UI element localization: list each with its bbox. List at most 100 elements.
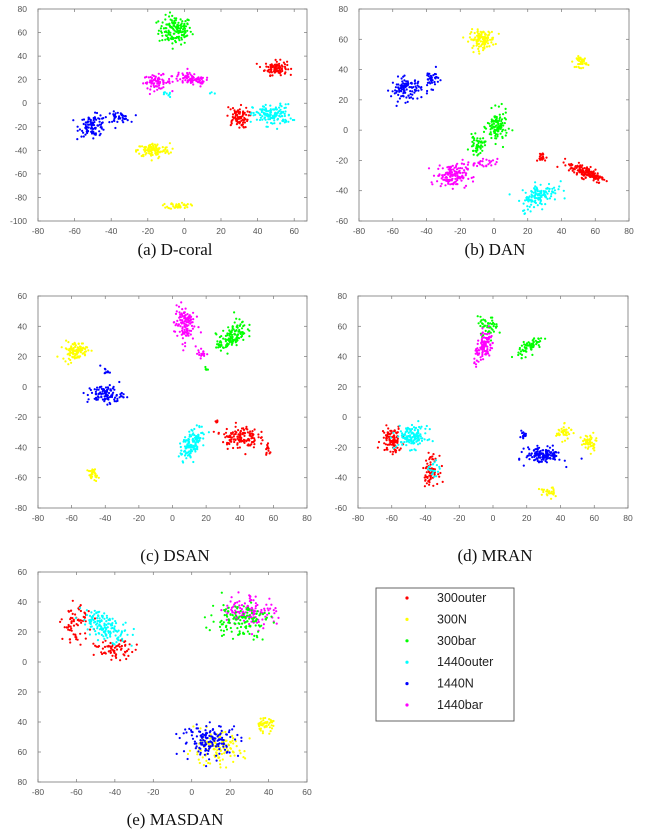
point-300bar <box>220 335 223 338</box>
point-1440bar <box>175 77 178 80</box>
point-300outer <box>67 625 71 628</box>
point-1440bar <box>472 176 475 179</box>
point-300N <box>209 733 212 736</box>
legend-label: 1440outer <box>437 655 493 669</box>
point-1440N <box>99 385 102 389</box>
point-1440N <box>106 370 109 373</box>
point-1440N <box>104 371 107 374</box>
point-1440outer <box>395 445 398 448</box>
point-300bar <box>487 322 490 325</box>
point-300bar <box>186 22 189 25</box>
point-300N <box>261 724 264 727</box>
point-300outer <box>278 62 281 65</box>
point-1440outer <box>114 620 117 623</box>
point-300bar <box>482 137 485 140</box>
point-1440N <box>554 450 557 454</box>
point-300bar <box>248 323 251 326</box>
point-1440bar <box>240 608 243 611</box>
point-300outer <box>584 173 588 176</box>
point-1440bar <box>466 163 469 166</box>
point-300N <box>161 204 164 207</box>
point-1440bar <box>187 321 190 324</box>
point-1440bar <box>142 82 145 85</box>
point-1440N <box>208 747 211 750</box>
point-300bar <box>234 618 237 621</box>
point-300N <box>467 40 470 43</box>
point-300bar <box>475 150 478 153</box>
point-1440bar <box>485 165 488 168</box>
point-300outer <box>387 427 390 430</box>
point-1440outer <box>89 620 93 623</box>
point-300N <box>220 752 223 756</box>
point-1440outer <box>208 92 212 95</box>
point-1440bar <box>445 179 449 182</box>
point-300N <box>150 153 154 156</box>
point-300bar <box>235 338 238 341</box>
point-300N <box>475 44 478 47</box>
point-300bar <box>238 328 241 332</box>
point-1440N <box>104 116 107 119</box>
point-300bar <box>234 611 237 614</box>
point-300outer <box>237 429 240 432</box>
point-300bar <box>248 329 251 332</box>
point-300N <box>75 348 78 351</box>
point-300bar <box>238 630 241 633</box>
point-1440N <box>520 450 523 454</box>
point-1440bar <box>186 71 189 75</box>
point-1440outer <box>438 465 441 468</box>
point-300bar <box>250 601 253 604</box>
point-1440N <box>410 86 413 89</box>
point-300N <box>558 429 561 432</box>
point-1440N <box>433 80 436 84</box>
point-1440outer <box>182 440 185 443</box>
point-1440outer <box>273 122 276 125</box>
point-300bar <box>482 130 486 133</box>
point-300bar <box>234 614 237 617</box>
point-1440bar <box>152 84 155 87</box>
point-300outer <box>250 443 253 446</box>
point-1440N <box>89 388 92 392</box>
point-300bar <box>507 127 510 130</box>
point-300N <box>183 203 186 206</box>
point-300outer <box>247 437 250 441</box>
point-1440N <box>395 104 398 107</box>
point-1440outer <box>403 434 406 437</box>
point-1440outer <box>542 193 545 197</box>
point-1440bar <box>437 174 440 177</box>
point-1440outer <box>546 192 549 195</box>
point-300outer <box>234 114 237 117</box>
point-300outer <box>231 115 234 119</box>
x-tick-label: -40 <box>420 226 433 236</box>
point-300N <box>545 490 548 493</box>
point-300outer <box>556 165 559 168</box>
point-300outer <box>67 610 71 613</box>
point-300outer <box>236 446 239 449</box>
point-300outer <box>589 173 592 176</box>
point-1440bar <box>463 171 466 174</box>
point-1440bar <box>225 618 228 622</box>
point-300N <box>486 42 490 45</box>
point-300bar <box>489 128 492 131</box>
point-300N <box>144 146 147 149</box>
point-1440N <box>175 752 178 756</box>
point-1440N <box>87 123 90 126</box>
legend-label: 300outer <box>437 591 486 605</box>
point-300bar <box>239 625 243 629</box>
point-300outer <box>279 74 282 77</box>
point-300outer <box>432 453 435 456</box>
point-300bar <box>495 124 498 127</box>
point-1440outer <box>547 190 551 193</box>
point-300N <box>168 142 171 145</box>
point-1440N <box>420 96 423 99</box>
point-1440bar <box>458 175 461 179</box>
point-300bar <box>229 340 232 343</box>
point-300outer <box>391 453 394 456</box>
point-300N <box>587 443 590 446</box>
point-1440bar <box>159 80 162 84</box>
point-300outer <box>103 645 107 649</box>
point-300bar <box>489 316 493 319</box>
point-1440N <box>98 130 101 133</box>
point-1440bar <box>186 329 189 332</box>
point-1440bar <box>268 597 271 600</box>
point-1440outer <box>553 186 556 189</box>
